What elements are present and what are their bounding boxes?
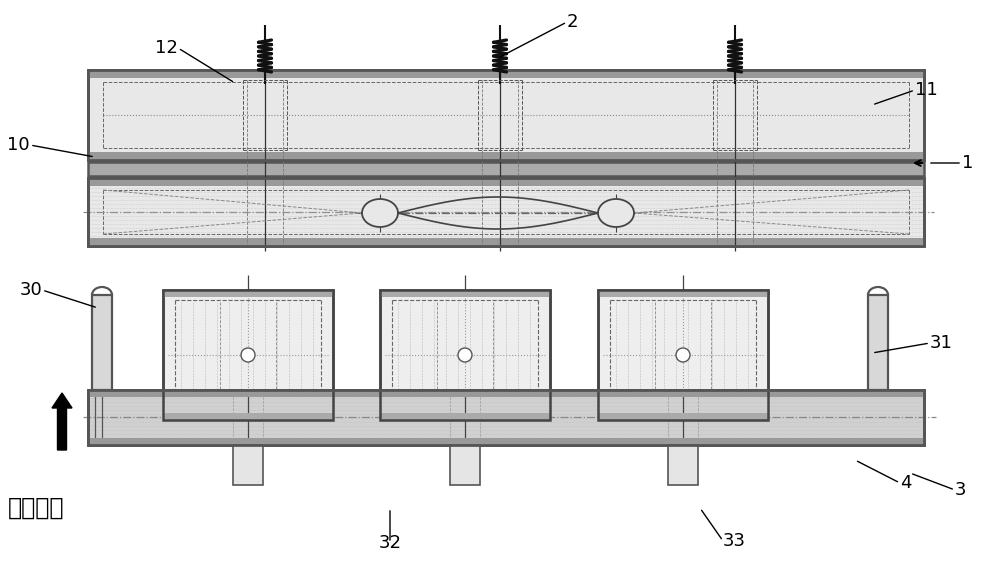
Bar	[92, 295, 112, 390]
Bar	[450, 445, 480, 485]
Text: 11: 11	[915, 81, 938, 99]
Bar	[88, 238, 924, 246]
Bar	[233, 445, 263, 485]
Bar	[88, 390, 924, 445]
Bar	[163, 290, 333, 297]
Bar	[668, 445, 698, 485]
Bar	[598, 290, 768, 420]
Bar	[380, 413, 550, 420]
Text: 33: 33	[723, 532, 746, 550]
Ellipse shape	[676, 348, 690, 362]
Text: 31: 31	[930, 334, 953, 352]
Bar	[88, 162, 924, 176]
Bar	[163, 413, 333, 420]
Bar	[380, 290, 550, 420]
Text: 1: 1	[962, 154, 973, 172]
Bar	[598, 290, 768, 420]
Bar	[868, 295, 888, 390]
Bar	[88, 390, 924, 397]
Bar	[88, 438, 924, 445]
Bar	[88, 70, 924, 78]
Ellipse shape	[241, 348, 255, 362]
Bar	[88, 152, 924, 160]
Bar	[88, 70, 924, 160]
Bar	[88, 390, 924, 445]
Ellipse shape	[362, 199, 398, 227]
Text: 30: 30	[19, 281, 42, 299]
Ellipse shape	[458, 348, 472, 362]
Text: 12: 12	[155, 39, 178, 57]
Bar	[380, 290, 550, 297]
Bar	[163, 290, 333, 420]
Bar	[598, 290, 768, 297]
Bar	[380, 290, 550, 420]
FancyArrow shape	[52, 393, 72, 450]
Bar	[163, 290, 333, 420]
Text: 32: 32	[378, 534, 402, 552]
Text: 4: 4	[900, 474, 912, 492]
Bar	[88, 178, 924, 246]
Text: 合模方向: 合模方向	[8, 496, 64, 520]
Bar	[88, 70, 924, 160]
Ellipse shape	[598, 199, 634, 227]
Text: 3: 3	[955, 481, 966, 499]
Bar	[88, 178, 924, 186]
Bar	[88, 178, 924, 246]
Bar	[598, 413, 768, 420]
Text: 2: 2	[567, 13, 578, 31]
Text: 10: 10	[7, 136, 30, 154]
